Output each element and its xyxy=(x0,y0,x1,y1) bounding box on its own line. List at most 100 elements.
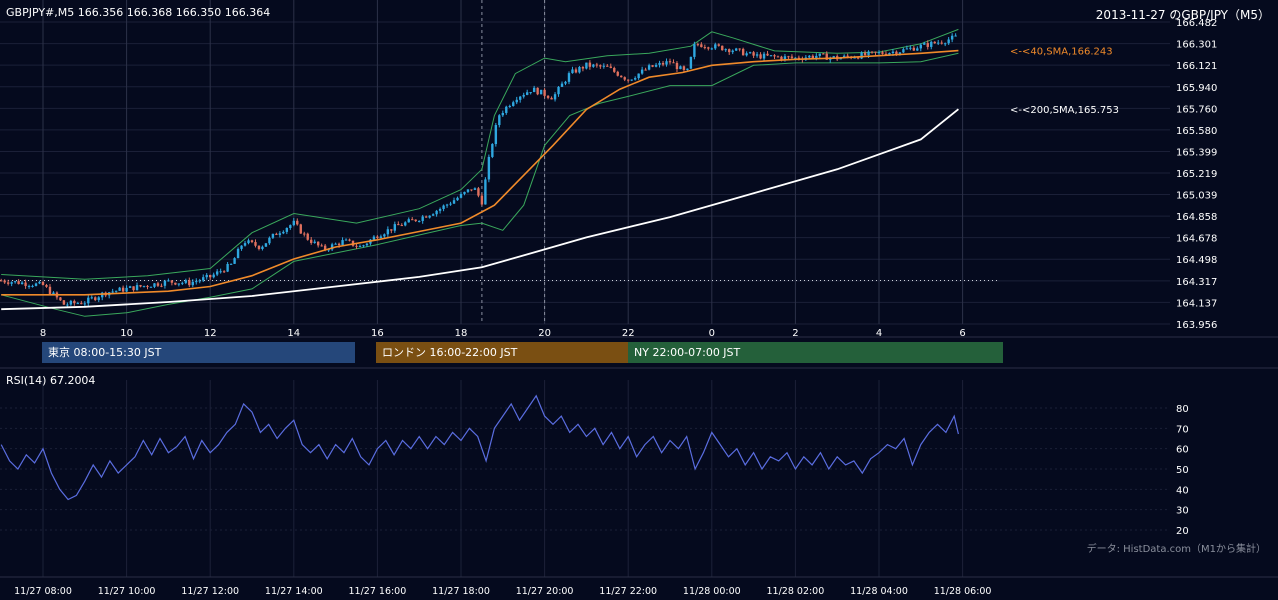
candle-body xyxy=(62,300,66,305)
candle xyxy=(379,234,383,239)
candle xyxy=(633,76,637,81)
data-credit: データ: HistData.com（M1から集計） xyxy=(1086,544,1266,555)
candle xyxy=(717,43,720,47)
price-tick-label: 166.301 xyxy=(1176,40,1217,51)
price-tick-label: 164.858 xyxy=(1176,212,1217,223)
candle-body xyxy=(83,303,86,305)
price-tick-label: 166.482 xyxy=(1176,18,1217,29)
price-tick-label: 165.760 xyxy=(1176,104,1217,115)
candle-body xyxy=(525,92,529,95)
candle-body xyxy=(146,285,149,287)
candle xyxy=(20,281,24,285)
candle-body xyxy=(17,281,20,285)
candle-body xyxy=(222,271,226,273)
candle-body xyxy=(689,56,693,69)
candle-body xyxy=(452,200,456,204)
candle-body xyxy=(24,282,27,286)
candle-body xyxy=(734,48,738,51)
candle-body xyxy=(654,64,658,67)
candle xyxy=(369,238,372,246)
candle xyxy=(59,296,62,301)
candle-body xyxy=(132,286,135,291)
candle-body xyxy=(682,66,686,70)
candle xyxy=(557,85,560,97)
candle xyxy=(519,95,522,103)
price-tick-label: 164.498 xyxy=(1176,255,1217,266)
candle-body xyxy=(289,225,292,229)
candle xyxy=(296,218,299,226)
candle-body xyxy=(755,54,759,56)
datetime-axis: 11/27 08:00 11/27 10:00 11/27 12:00 11/27 1… xyxy=(14,586,991,597)
candle xyxy=(487,154,491,183)
candle xyxy=(512,100,515,107)
candle xyxy=(38,280,41,285)
candle-body xyxy=(818,53,821,56)
candle xyxy=(881,50,884,55)
candle xyxy=(923,41,926,45)
candle xyxy=(205,273,208,280)
candle xyxy=(202,274,205,283)
candle-body xyxy=(250,240,254,243)
candle-body xyxy=(379,236,383,239)
candle xyxy=(613,66,616,73)
candle xyxy=(930,40,933,50)
candle-body xyxy=(153,283,156,287)
candle-body xyxy=(414,219,417,222)
candle-body xyxy=(473,188,477,190)
candle-body xyxy=(623,77,626,80)
candle-body xyxy=(651,65,654,67)
candle xyxy=(766,50,769,57)
candle xyxy=(358,244,362,248)
candle-body xyxy=(825,53,828,60)
candle-body xyxy=(512,102,515,106)
candle-body xyxy=(135,285,139,291)
candle xyxy=(254,239,257,248)
candle xyxy=(6,279,10,286)
candle xyxy=(285,227,289,235)
candle xyxy=(550,96,553,100)
candle xyxy=(188,277,191,288)
candle xyxy=(769,55,773,57)
candle xyxy=(776,55,780,58)
candle-body xyxy=(20,282,24,285)
candle-body xyxy=(327,249,330,251)
candle-body xyxy=(34,283,38,286)
candle-body xyxy=(916,48,919,51)
candle xyxy=(177,283,181,287)
candle xyxy=(773,54,776,60)
candle xyxy=(870,51,874,54)
candle-body xyxy=(696,44,700,46)
candle xyxy=(372,235,376,240)
candle xyxy=(609,63,612,69)
candle-body xyxy=(546,95,550,98)
candle-body xyxy=(863,52,867,56)
candle-body xyxy=(630,79,633,81)
candle-body xyxy=(390,229,393,231)
candle-body xyxy=(752,52,755,56)
candle-body xyxy=(620,75,623,78)
candle-body xyxy=(348,239,351,241)
candle xyxy=(620,75,623,78)
candle xyxy=(672,59,675,64)
symbol-quote: GBPJPY#,M5 166.356 166.368 166.350 166.3… xyxy=(6,6,271,19)
candle-body xyxy=(933,41,936,44)
candle-body xyxy=(121,287,125,292)
candle xyxy=(424,215,428,218)
datetime-tick-label: 11/27 22:00 xyxy=(599,586,657,597)
candle xyxy=(599,64,602,69)
candle-body xyxy=(6,282,10,284)
candle xyxy=(916,46,919,51)
candle xyxy=(73,299,76,306)
candle-body xyxy=(247,240,250,244)
candle-body xyxy=(393,224,397,231)
candle-body xyxy=(877,52,881,54)
candle xyxy=(571,66,574,74)
candle xyxy=(83,301,86,307)
candle xyxy=(383,233,386,238)
candle xyxy=(320,243,323,247)
candle-body xyxy=(320,245,323,247)
chart-title: 2013-11-27 のGBP/JPY（M5） xyxy=(1095,8,1270,22)
sma-annotations: <-<40,SMA,166.243 <-<200,SMA,165.753 xyxy=(1010,47,1119,117)
candle xyxy=(121,285,125,294)
candle xyxy=(902,47,905,53)
